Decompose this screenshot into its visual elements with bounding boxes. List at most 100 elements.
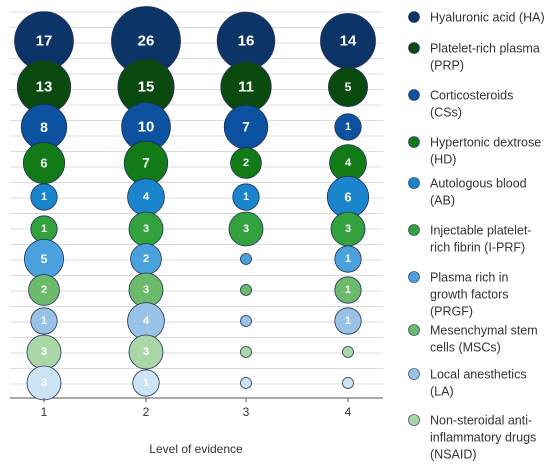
bubble-value-label: 1 xyxy=(243,191,249,203)
bubble-value-label: 8 xyxy=(40,119,48,135)
bubble-value-label: 17 xyxy=(36,33,53,50)
bubble-value-label: 7 xyxy=(242,120,250,135)
bubble-value-label: 3 xyxy=(243,223,249,235)
legend-label: (HD) xyxy=(430,153,456,167)
legend-label: (PRGF) xyxy=(430,305,473,319)
bubble-value-label: 4 xyxy=(345,157,352,169)
bubble-circle xyxy=(334,113,362,141)
x-axis-label: Level of evidence xyxy=(149,442,243,456)
bubble-circle xyxy=(230,147,262,179)
bubble-value-label: 1 xyxy=(41,223,47,235)
bubble-circle xyxy=(334,245,362,273)
legend-marker xyxy=(408,271,420,283)
legend-label: growth factors xyxy=(430,288,509,302)
legend-item: Hyaluronic acid (HA) xyxy=(408,11,545,25)
x-tick-label-3: 3 xyxy=(243,405,250,419)
legend-label: Corticosteroids xyxy=(430,89,513,103)
bubble-value-label: 5 xyxy=(41,252,48,266)
legend-marker xyxy=(408,177,420,189)
bubble-value-label: 26 xyxy=(138,33,155,50)
legend-label: (CSs) xyxy=(430,106,462,120)
bubble: 1 xyxy=(334,276,362,304)
bubble xyxy=(240,315,252,327)
bubble-circle xyxy=(240,377,252,389)
legend-label: Hypertonic dextrose xyxy=(430,136,541,150)
bubble: 3 xyxy=(128,272,164,308)
x-tick-labels: 1 2 3 4 xyxy=(41,398,352,419)
bubble: 3 xyxy=(128,334,164,370)
legend-label: inflammatory drugs xyxy=(430,431,536,445)
bubble xyxy=(342,377,354,389)
bubble: 1 xyxy=(334,307,362,335)
bubble-circle xyxy=(30,307,58,335)
bubble-circle xyxy=(342,377,354,389)
bubble: 16 xyxy=(216,11,276,71)
legend-marker xyxy=(408,89,420,101)
bubble-value-label: 4 xyxy=(143,191,150,203)
bubble: 1 xyxy=(232,183,260,211)
bubble-circle xyxy=(30,183,58,211)
legend-item: Corticosteroids (CSs) xyxy=(408,89,513,120)
bubble xyxy=(240,346,252,358)
bubble-value-label: 2 xyxy=(243,157,249,169)
bubble: 2 xyxy=(230,147,262,179)
bubble: 13 xyxy=(16,59,72,115)
bubble-value-label: 3 xyxy=(345,223,351,235)
bubble-circle xyxy=(240,346,252,358)
bubble-value-label: 14 xyxy=(340,33,357,50)
bubble-circle xyxy=(240,284,252,296)
bubble xyxy=(342,346,354,358)
legend-label: Platelet-rich plasma xyxy=(430,42,540,56)
legend-item: Non-steroidal anti-inflammatory drugs (NS… xyxy=(408,414,536,462)
bubble-value-label: 2 xyxy=(143,253,149,265)
bubble-value-label: 13 xyxy=(36,79,53,96)
bubble-circle xyxy=(334,307,362,335)
bubble: 1 xyxy=(30,183,58,211)
x-tick-label-1: 1 xyxy=(41,405,48,419)
bubble: 4 xyxy=(329,144,367,182)
bubble-value-label: 1 xyxy=(345,315,351,327)
bubble-circle xyxy=(232,183,260,211)
legend-marker xyxy=(408,368,420,380)
bubble: 14 xyxy=(320,13,376,69)
bubble-value-label: 3 xyxy=(143,346,149,358)
bubble: 11 xyxy=(220,61,272,113)
bubble: 3 xyxy=(26,334,62,370)
bubble-circle xyxy=(128,334,164,370)
legend-marker xyxy=(408,224,420,236)
legend-item: Mesenchymal stem cells (MSCs) xyxy=(408,324,538,355)
bubble-value-label: 6 xyxy=(344,190,351,205)
bubble-value-label: 1 xyxy=(41,315,47,327)
bubble-circle xyxy=(240,315,252,327)
legend-item: Autologous blood (AB) xyxy=(408,177,527,208)
bubble: 3 xyxy=(228,211,264,247)
legend-label: Plasma rich in xyxy=(430,271,509,285)
bubble xyxy=(240,253,252,265)
legend-label: (PRP) xyxy=(430,59,464,73)
legend-marker xyxy=(408,11,420,23)
bubble-circle xyxy=(327,67,368,108)
legend-marker xyxy=(408,324,420,336)
bubble-value-label: 1 xyxy=(143,377,149,389)
legend-label: Mesenchymal stem xyxy=(430,324,538,338)
bubble-value-label: 6 xyxy=(40,156,47,171)
bubble: 3 xyxy=(330,211,366,247)
grid-lines xyxy=(10,11,383,399)
bubble-value-label: 7 xyxy=(142,156,150,171)
bubble: 5 xyxy=(327,67,368,108)
bubble-circle xyxy=(132,369,160,397)
bubble: 4 xyxy=(127,178,165,216)
legend-label: Local anesthetics xyxy=(430,368,527,382)
bubble-value-label: 15 xyxy=(138,79,155,96)
legend-label: Autologous blood xyxy=(430,177,527,191)
legend-item: Injectable platelet-rich fibrin (I-PRF) xyxy=(408,224,531,255)
legend-label: cells (MSCs) xyxy=(430,341,501,355)
bubble-value-label: 3 xyxy=(41,346,47,358)
bubble: 2 xyxy=(130,243,162,275)
bubble: 1 xyxy=(334,245,362,273)
legend-item: Platelet-rich plasma (PRP) xyxy=(408,42,540,73)
bubble-value-label: 1 xyxy=(345,284,351,296)
bubble-circle xyxy=(228,211,264,247)
bubble xyxy=(240,377,252,389)
legend-item: Plasma rich in growth factors (PRGF) xyxy=(408,271,509,319)
